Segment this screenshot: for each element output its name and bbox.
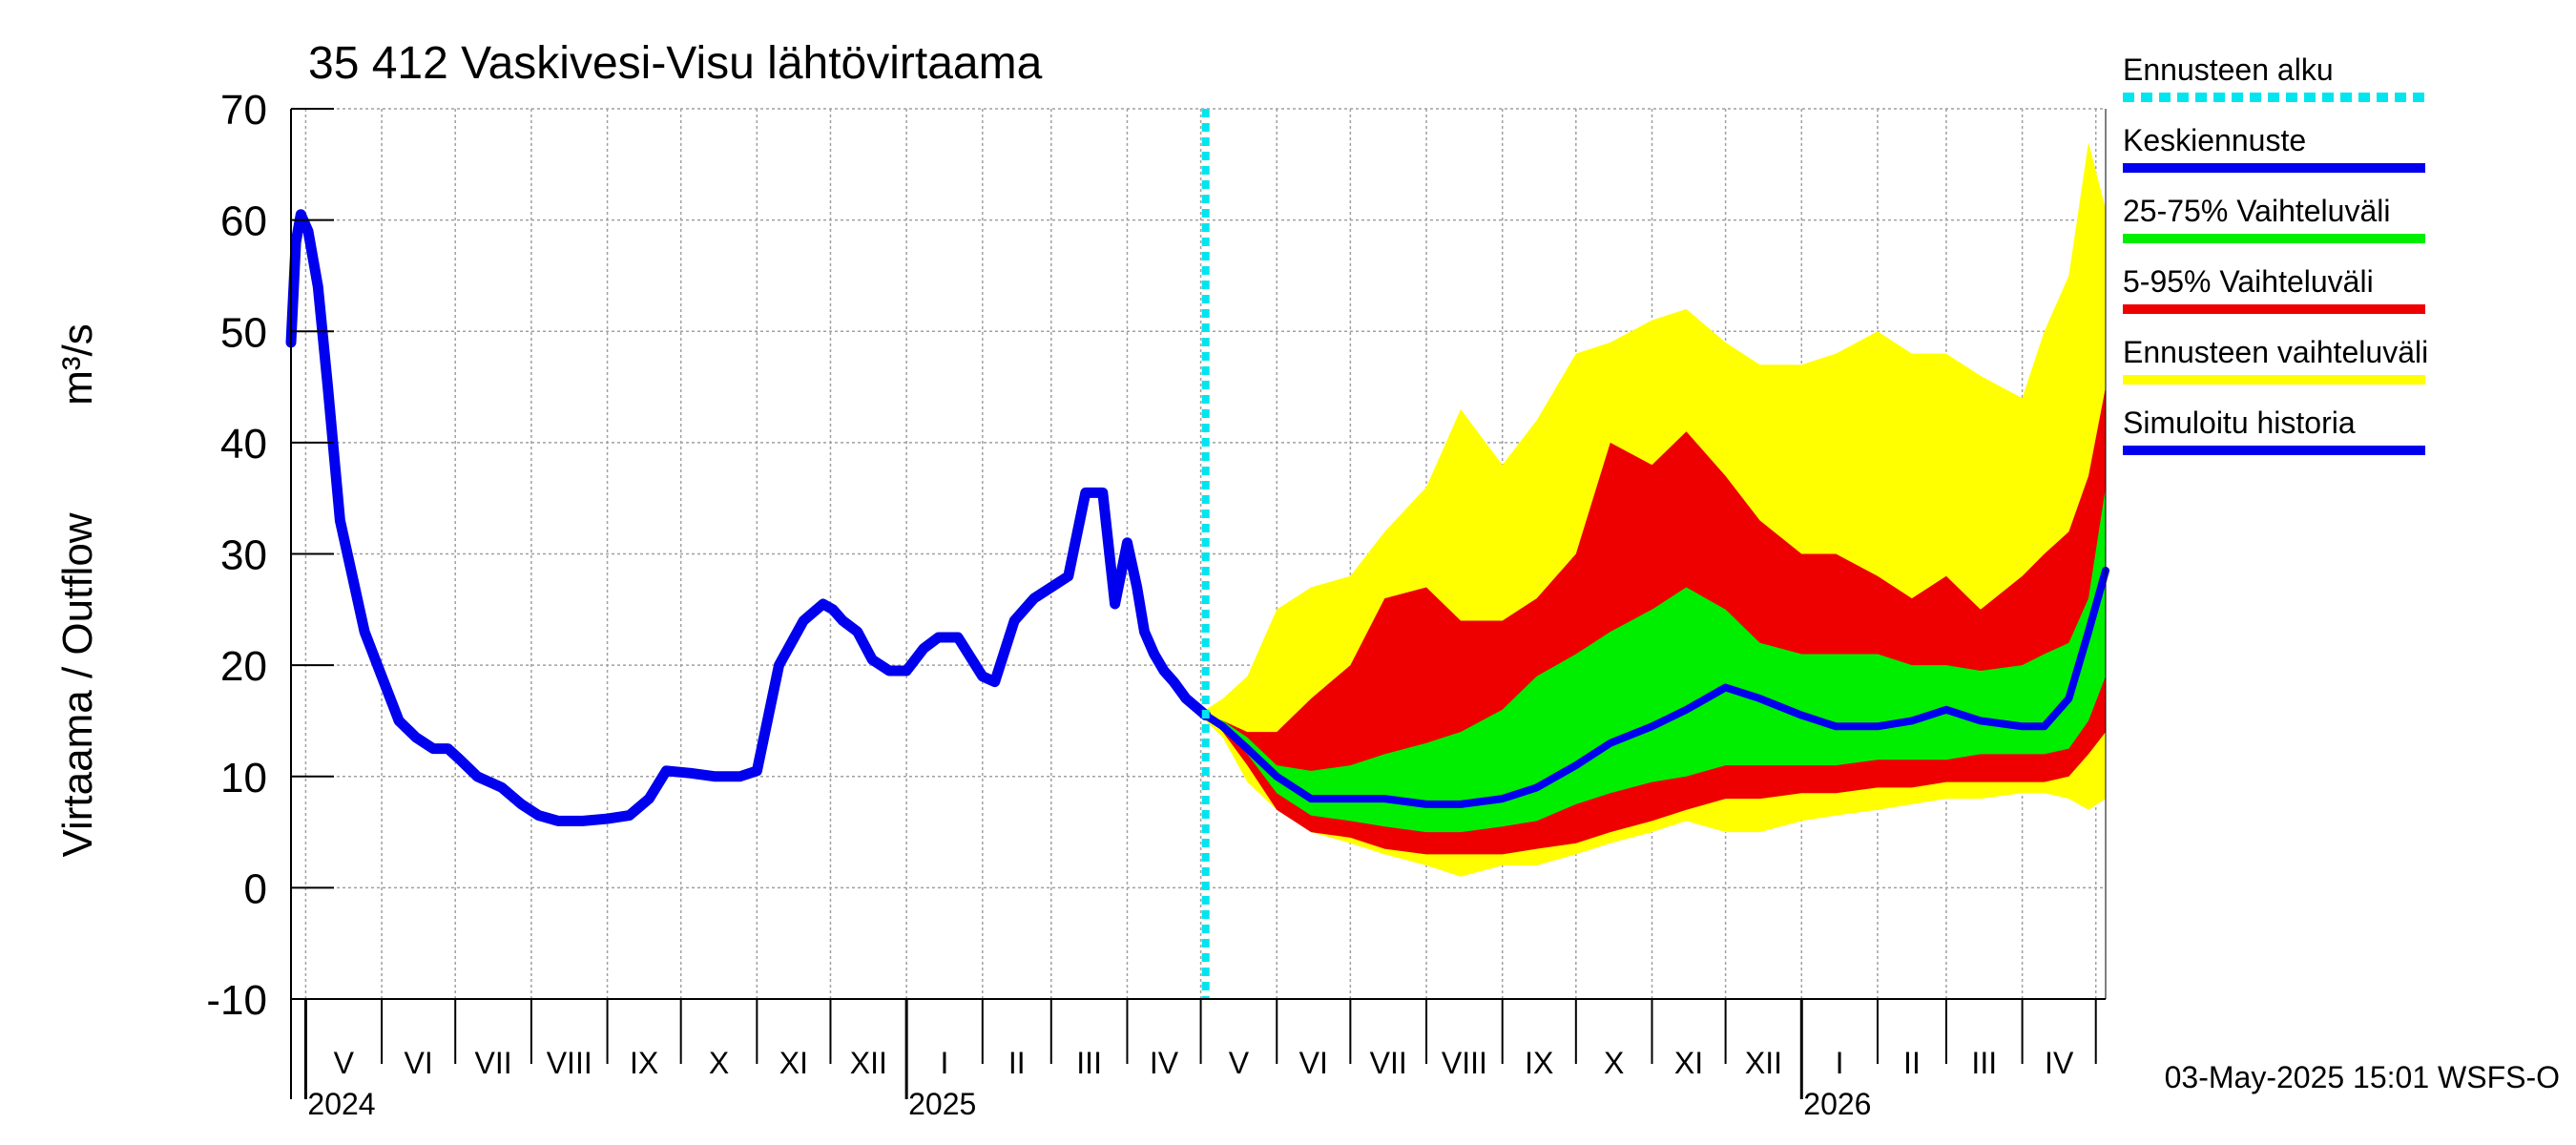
x-month-labels: V VI VII VIII IX X XI XII I II III IV V VI VII VIII IX X X… (307, 1046, 2074, 1121)
x-month-label: VI (405, 1046, 433, 1080)
forecast-bands (1205, 142, 2106, 877)
y-tick-label: 0 (244, 865, 267, 912)
footer-timestamp: 03-May-2025 15:01 WSFS-O (2165, 1060, 2560, 1094)
median-forecast-line (1201, 567, 2109, 808)
y-axis-label-group: Virtaama / Outflow m³/s (54, 323, 101, 857)
x-month-label: VI (1299, 1046, 1328, 1080)
x-year-label: 2025 (908, 1087, 976, 1121)
legend-label: Simuloitu historia (2123, 406, 2356, 440)
x-month-label: XI (779, 1046, 808, 1080)
history-line (285, 209, 1212, 826)
legend-label: Keskiennuste (2123, 123, 2306, 157)
x-month-label: I (1836, 1046, 1844, 1080)
x-month-label: XI (1674, 1046, 1703, 1080)
x-month-label: IV (2045, 1046, 2074, 1080)
x-month-label: II (1903, 1046, 1921, 1080)
x-month-label: III (1076, 1046, 1102, 1080)
y-tick-label: 30 (220, 532, 267, 579)
y-axis-label: Virtaama / Outflow (54, 512, 101, 857)
series-lines (285, 109, 2109, 999)
x-month-label: I (941, 1046, 949, 1080)
x-month-label: V (334, 1046, 355, 1080)
x-month-label: III (1971, 1046, 1997, 1080)
y-tick-label: -10 (206, 977, 267, 1024)
legend-label: 5-95% Vaihteluväli (2123, 264, 2374, 299)
x-month-label: IV (1150, 1046, 1179, 1080)
y-tick-labels: -10 0 10 20 30 40 50 60 70 (206, 87, 267, 1024)
y-axis-unit: m³/s (54, 323, 101, 406)
x-month-label: X (709, 1046, 729, 1080)
y-tick-label: 10 (220, 755, 267, 802)
x-month-label: XII (850, 1046, 887, 1080)
y-tick-label: 20 (220, 643, 267, 690)
x-month-label: VII (1370, 1046, 1407, 1080)
x-month-label: XII (1745, 1046, 1782, 1080)
legend-label: 25-75% Vaihteluväli (2123, 194, 2390, 228)
band-25-75 (1205, 487, 2106, 833)
x-month-label: II (1008, 1046, 1026, 1080)
chart-title: 35 412 Vaskivesi-Visu lähtövirtaama (308, 38, 1043, 89)
x-month-label: X (1604, 1046, 1624, 1080)
y-tick-label: 70 (220, 87, 267, 134)
x-month-label: VII (474, 1046, 511, 1080)
legend-label: Ennusteen alku (2123, 52, 2334, 87)
y-tick-label: 60 (220, 198, 267, 245)
x-month-label: IX (1525, 1046, 1553, 1080)
x-month-label: VIII (1442, 1046, 1487, 1080)
axes (290, 108, 2107, 1099)
x-month-label: IX (630, 1046, 658, 1080)
y-tick-label: 50 (220, 309, 267, 356)
legend: Ennusteen alku Keskiennuste 25-75% Vaihtel… (2123, 52, 2428, 455)
legend-label: Ennusteen vaihteluväli (2123, 335, 2428, 369)
y-tick-label: 40 (220, 421, 267, 468)
x-month-label: V (1229, 1046, 1250, 1080)
x-year-label: 2024 (307, 1087, 375, 1121)
x-month-label: VIII (547, 1046, 592, 1080)
x-year-label: 2026 (1803, 1087, 1871, 1121)
